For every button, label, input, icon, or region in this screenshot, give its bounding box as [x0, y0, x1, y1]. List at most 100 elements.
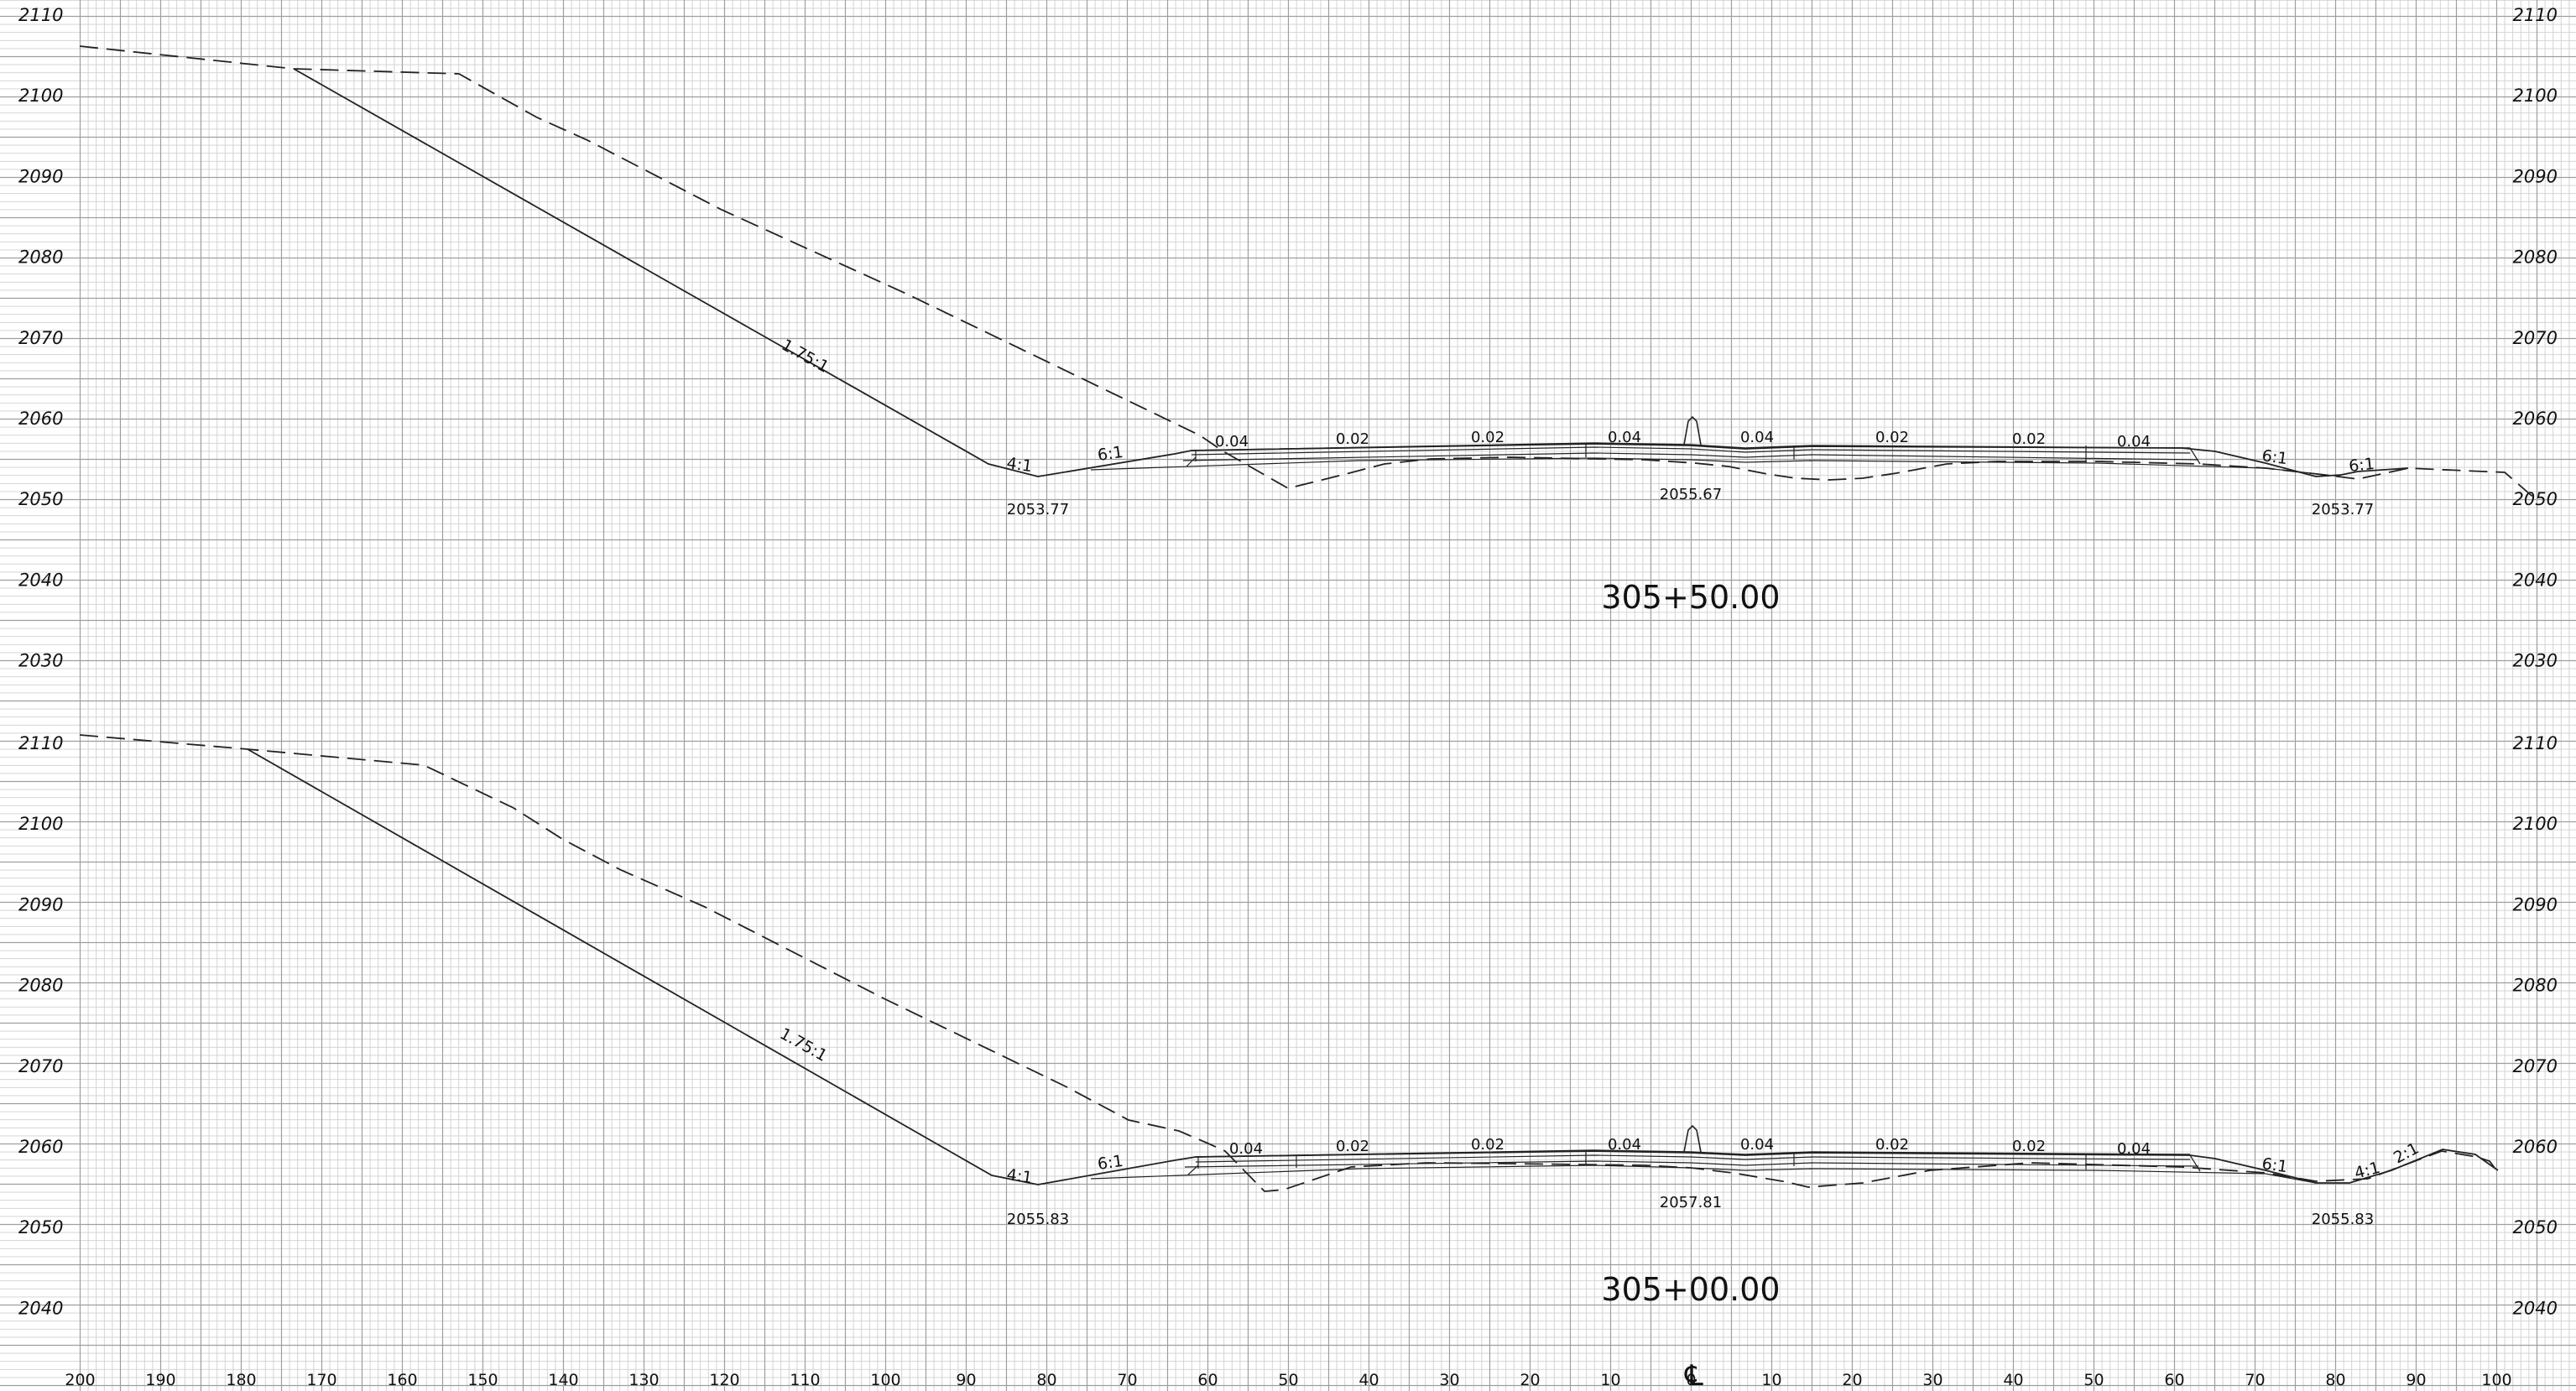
cross-slope-8-upper: 0.04: [2117, 433, 2151, 451]
cross-slope-6-lower: 0.02: [1875, 1136, 1909, 1154]
offset-label: 170: [306, 1371, 336, 1389]
offset-label: 40: [1358, 1371, 1379, 1389]
elevation-label-upper-right: 2090: [2513, 166, 2558, 186]
cross-slope-1-lower: 0.04: [1229, 1140, 1263, 1158]
cross-slope-5-upper: 0.04: [1740, 429, 1774, 446]
offset-label: 90: [2406, 1371, 2426, 1389]
ground-line-upper: [79, 45, 2537, 500]
offset-label: 20: [1520, 1371, 1540, 1389]
centerline-elevation-lower: 2057.81: [1660, 1194, 1722, 1211]
cross-slope-8-lower: 0.04: [2117, 1140, 2151, 1158]
offset-label: 40: [2003, 1371, 2023, 1389]
pavement-layer-1-lower: [1195, 1154, 2191, 1163]
station-label-lower: 305+00.00: [1601, 1271, 1780, 1308]
elevation-label-lower-left: 2110: [18, 733, 63, 753]
station-label-upper: 305+50.00: [1601, 579, 1780, 616]
offset-label: 200: [65, 1371, 95, 1389]
pavement-layer-2-lower: [1184, 1160, 2199, 1168]
offset-label: 150: [467, 1371, 498, 1389]
ditch-left-elevation-upper: 2053.77: [1007, 501, 1069, 518]
elevation-labels: 2110 2110 2100 2100 2090 2090 2080 2080 2070 2070…: [18, 5, 2558, 1318]
offset-label: 110: [790, 1371, 820, 1389]
elevation-label-upper-right: 2050: [2513, 489, 2558, 509]
offset-label: 180: [226, 1371, 256, 1389]
elevation-label-upper-right: 2070: [2513, 328, 2558, 348]
cross-slope-3-upper: 0.02: [1471, 429, 1504, 446]
elevation-label-upper-left: 2040: [18, 570, 63, 590]
offset-label: 190: [145, 1371, 175, 1389]
cross-slope-2-lower: 0.02: [1336, 1138, 1369, 1155]
elevation-label-upper-right: 2100: [2513, 86, 2558, 106]
offset-axis: 200 190 180 170 160 150 140 130 120 110 100 90 80 70 6…: [65, 1371, 2511, 1389]
offset-label: 30: [1922, 1371, 1942, 1389]
foreslope-right-upper: 6:1: [2261, 446, 2288, 468]
elevation-label-lower-right: 2100: [2513, 814, 2558, 834]
ditch-slope-left-lower: 4:1: [1005, 1165, 1033, 1187]
pavement-layer-1-upper: [1191, 446, 2191, 456]
foreslope-left-lower: 6:1: [1097, 1152, 1124, 1174]
elevation-label-upper-left: 2090: [18, 166, 63, 186]
median-lower: [1683, 1124, 1702, 1153]
cross-slope-6-upper: 0.02: [1875, 429, 1909, 446]
elevation-label-lower-right: 2110: [2513, 733, 2558, 753]
foreslope-right-lower: 6:1: [2261, 1154, 2288, 1176]
elevation-label-upper-left: 2060: [18, 409, 63, 429]
foreslope-left-upper: 6:1: [1097, 443, 1124, 465]
elevation-label-lower-right: 2050: [2513, 1217, 2558, 1237]
offset-label: 160: [387, 1371, 417, 1389]
elevation-label-lower-right: 2080: [2513, 976, 2558, 996]
elevation-label-upper-left: 2050: [18, 489, 63, 509]
elevation-label-lower-right: 2040: [2513, 1298, 2558, 1318]
offset-label: 10: [1600, 1371, 1620, 1389]
offset-label: 80: [2325, 1371, 2345, 1389]
cross-slope-7-upper: 0.02: [2012, 430, 2046, 448]
elevation-label-lower-left: 2050: [18, 1217, 63, 1237]
offset-label: 30: [1439, 1371, 1459, 1389]
elevation-label-upper-left: 2110: [18, 5, 63, 25]
offset-label: 140: [548, 1371, 578, 1389]
cross-slope-5-lower: 0.04: [1740, 1136, 1774, 1154]
cross-slope-7-lower: 0.02: [2012, 1138, 2046, 1155]
offset-label: 50: [1278, 1371, 1298, 1389]
cross-slope-4-lower: 0.04: [1608, 1136, 1641, 1154]
cross-section-lower: 1.75:1 4:1 6:1 6:1 4:1 2:1 0.04 0.02 0.0…: [79, 734, 2499, 1308]
design-grade-lower: [247, 748, 2499, 1185]
centerline-symbol: ℄: [1684, 1359, 1703, 1391]
elevation-label-lower-left: 2090: [18, 894, 63, 914]
extra-slope-right-lower: 2:1: [2391, 1139, 2422, 1168]
offset-label: 130: [628, 1371, 659, 1389]
offset-label: 0: [1686, 1371, 1696, 1389]
design-grade-upper: [293, 68, 2409, 477]
elevation-label-upper-left: 2100: [18, 86, 63, 106]
offset-label: 60: [2164, 1371, 2184, 1389]
elevation-label-lower-left: 2080: [18, 976, 63, 996]
elevation-label-upper-right: 2110: [2513, 5, 2558, 25]
offset-label: 20: [1842, 1371, 1862, 1389]
elevation-label-lower-left: 2070: [18, 1056, 63, 1076]
cross-slope-1-upper: 0.04: [1215, 433, 1249, 451]
cross-slope-4-upper: 0.04: [1608, 429, 1641, 446]
elevation-label-upper-right: 2030: [2513, 651, 2558, 671]
pavement-layer-2-upper: [1182, 452, 2199, 461]
elevation-label-upper-left: 2070: [18, 328, 63, 348]
elevation-label-lower-right: 2060: [2513, 1137, 2558, 1157]
centerline-elevation-upper: 2055.67: [1660, 486, 1722, 503]
median-upper: [1683, 415, 1702, 445]
curb-marks-upper: [1186, 443, 2201, 467]
offset-label: 50: [2083, 1371, 2104, 1389]
elevation-label-upper-right: 2060: [2513, 409, 2558, 429]
ditch-left-elevation-lower: 2055.83: [1007, 1211, 1069, 1228]
elevation-label-lower-right: 2090: [2513, 894, 2558, 914]
offset-label: 90: [956, 1371, 976, 1389]
backslope-right-lower: 4:1: [2353, 1159, 2382, 1183]
offset-label: 10: [1761, 1371, 1781, 1389]
curb-marks-lower: [1187, 1151, 2201, 1175]
elevation-label-upper-left: 2080: [18, 247, 63, 268]
pavement-top-upper: [1191, 442, 2191, 451]
offset-label: 60: [1197, 1371, 1218, 1389]
cut-slope-label-lower: 1.75:1: [777, 1024, 831, 1065]
elevation-label-lower-left: 2060: [18, 1137, 63, 1157]
